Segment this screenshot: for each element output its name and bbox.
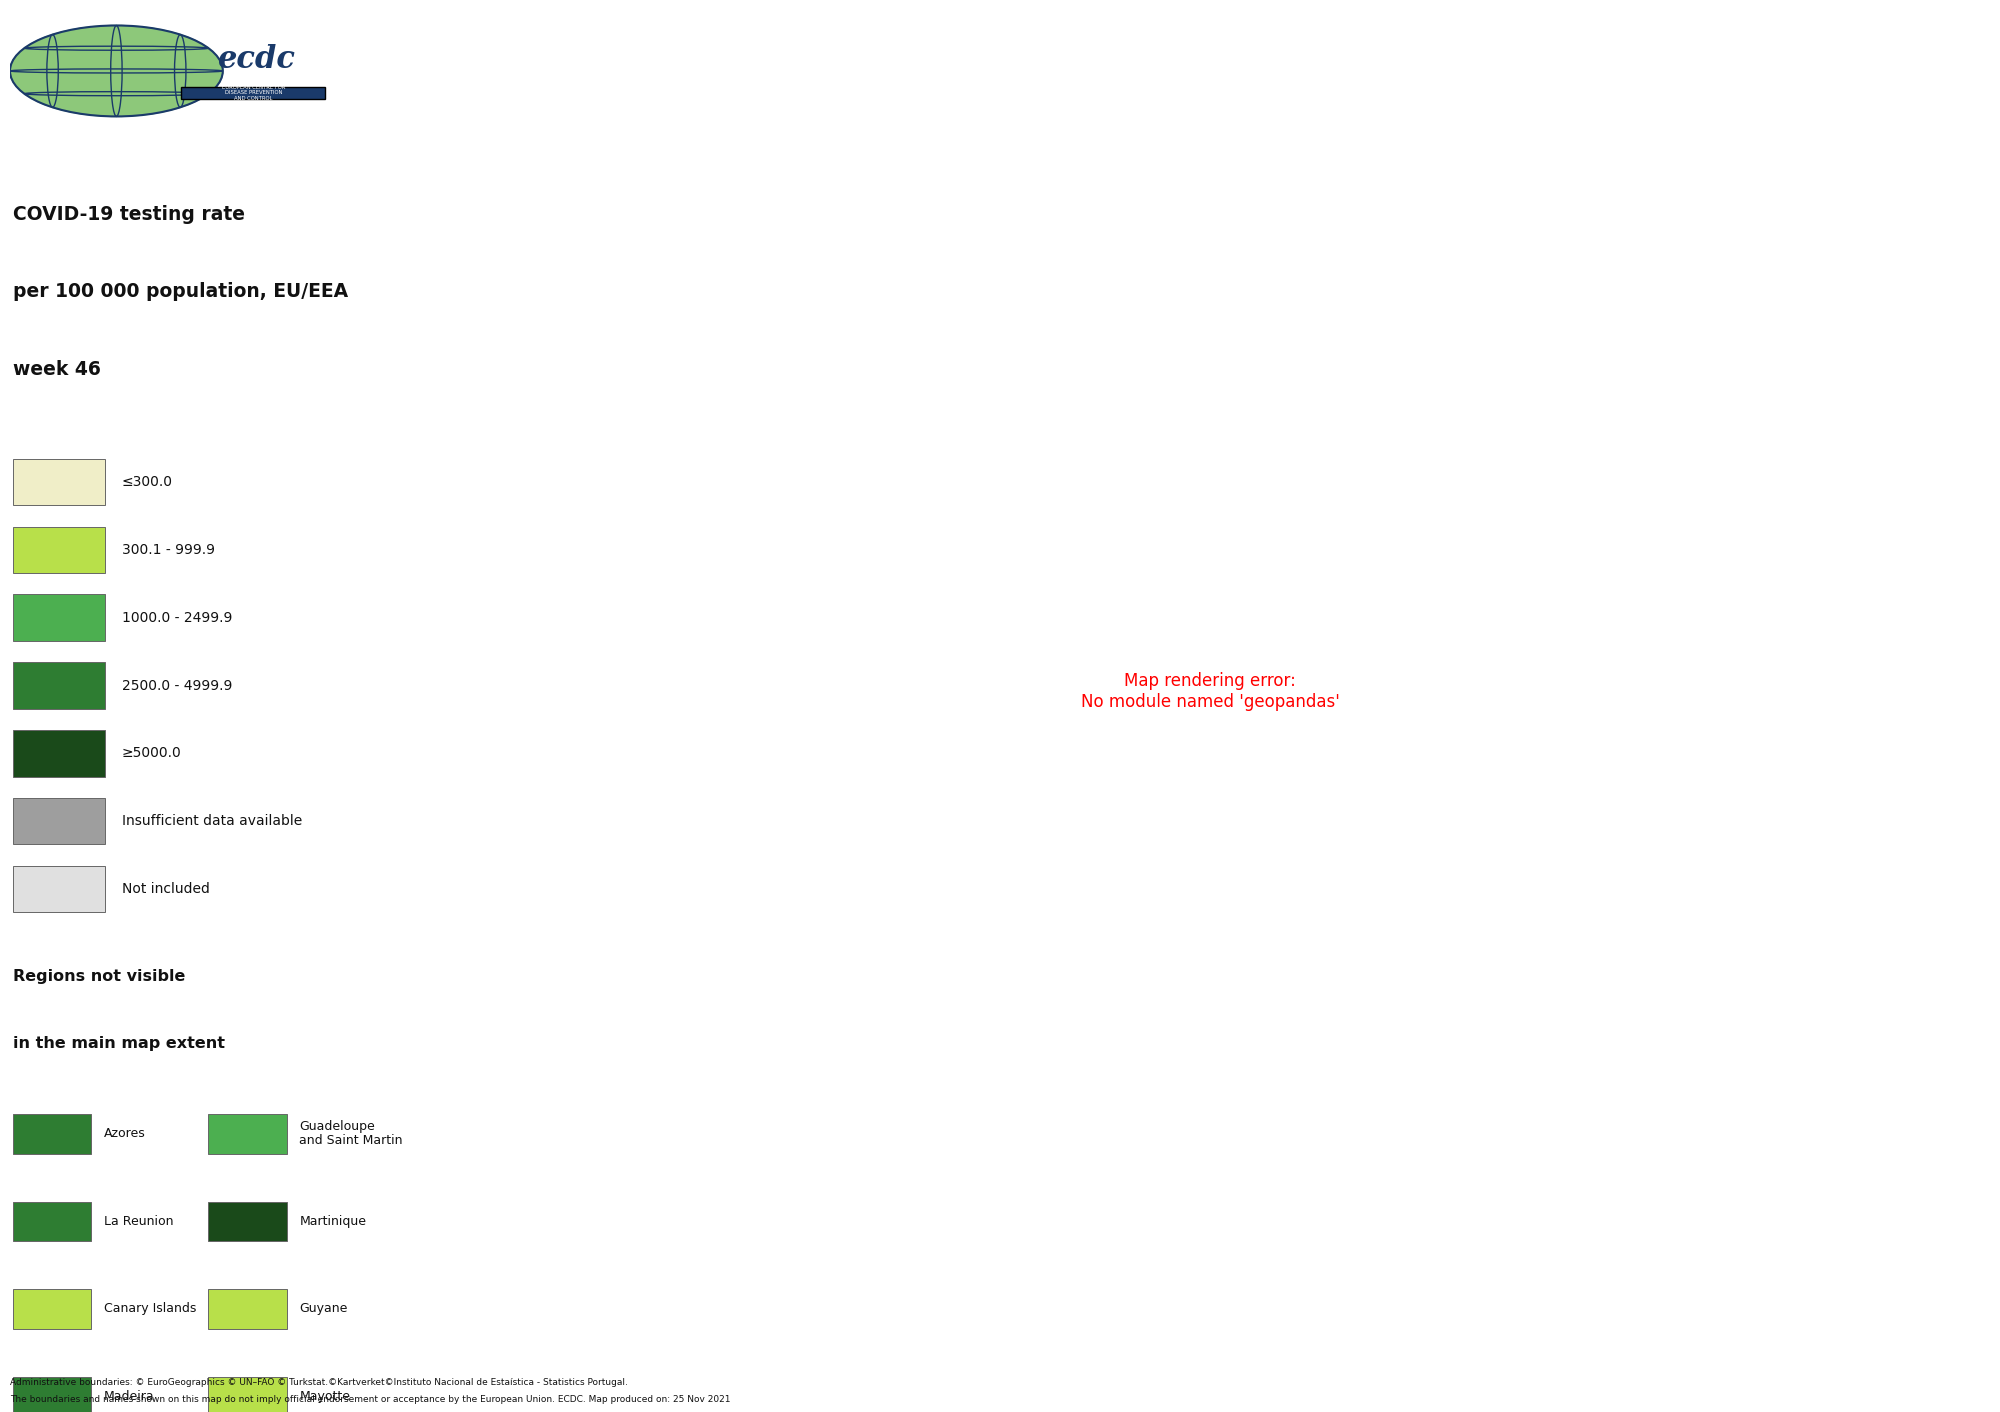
FancyBboxPatch shape [12,1289,92,1329]
FancyBboxPatch shape [12,527,104,573]
Text: Regions not visible: Regions not visible [12,969,184,984]
FancyBboxPatch shape [12,662,104,709]
Text: in the main map extent: in the main map extent [12,1036,224,1052]
FancyBboxPatch shape [12,1377,92,1412]
FancyBboxPatch shape [12,594,104,641]
Text: Madeira: Madeira [104,1389,154,1404]
Text: week 46: week 46 [12,360,100,378]
Text: Guadeloupe
and Saint Martin: Guadeloupe and Saint Martin [300,1120,402,1148]
Text: COVID-19 testing rate: COVID-19 testing rate [12,205,244,223]
FancyBboxPatch shape [12,1114,92,1154]
Text: La Reunion: La Reunion [104,1214,174,1228]
Text: The boundaries and names shown on this map do not imply official endorsement or : The boundaries and names shown on this m… [10,1395,730,1404]
Text: ≤300.0: ≤300.0 [122,476,172,489]
FancyBboxPatch shape [208,1289,286,1329]
Text: ≥5000.0: ≥5000.0 [122,747,182,760]
FancyBboxPatch shape [208,1202,286,1241]
Text: per 100 000 population, EU/EEA: per 100 000 population, EU/EEA [12,282,348,301]
FancyBboxPatch shape [180,88,326,99]
Text: Map rendering error:
No module named 'geopandas': Map rendering error: No module named 'ge… [1080,672,1340,712]
Text: Azores: Azores [104,1127,146,1141]
Circle shape [10,25,222,116]
FancyBboxPatch shape [12,730,104,777]
Text: EUROPEAN CENTRE FOR
DISEASE PREVENTION
AND CONTROL: EUROPEAN CENTRE FOR DISEASE PREVENTION A… [222,85,284,102]
FancyBboxPatch shape [12,1202,92,1241]
Text: 1000.0 - 2499.9: 1000.0 - 2499.9 [122,611,232,624]
FancyBboxPatch shape [12,798,104,844]
Text: Insufficient data available: Insufficient data available [122,815,302,827]
Text: Martinique: Martinique [300,1214,366,1228]
Text: 2500.0 - 4999.9: 2500.0 - 4999.9 [122,679,232,692]
FancyBboxPatch shape [208,1114,286,1154]
Text: 300.1 - 999.9: 300.1 - 999.9 [122,544,214,556]
Text: Guyane: Guyane [300,1302,348,1316]
Text: ecdc: ecdc [218,44,296,75]
Text: Canary Islands: Canary Islands [104,1302,196,1316]
FancyBboxPatch shape [208,1377,286,1412]
Text: Not included: Not included [122,882,210,895]
FancyBboxPatch shape [12,866,104,912]
Text: Mayotte: Mayotte [300,1389,350,1404]
FancyBboxPatch shape [12,459,104,505]
Text: Administrative boundaries: © EuroGeographics © UN–FAO © Turkstat.©Kartverket©Ins: Administrative boundaries: © EuroGeograp… [10,1378,628,1387]
